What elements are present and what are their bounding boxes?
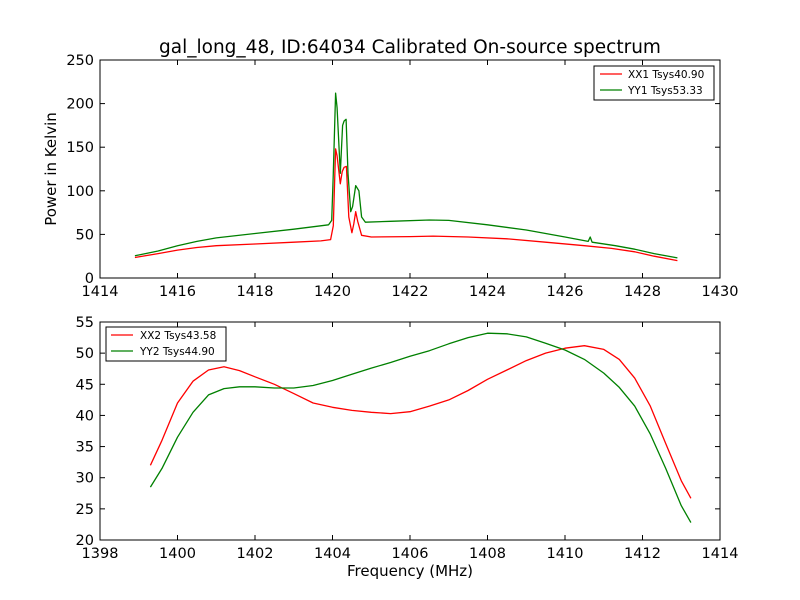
top-x-tick-label-5: 1424 bbox=[469, 284, 506, 300]
x-axis-label: Frequency (MHz) bbox=[347, 562, 473, 580]
top-axes-frame bbox=[99, 59, 721, 279]
bottom-legend-box bbox=[105, 326, 227, 362]
bottom-series-line-yy2 bbox=[149, 332, 692, 523]
top-series-line-xx1 bbox=[134, 148, 678, 262]
legend-label-yy1: YY1 Tsys53.33 bbox=[627, 85, 703, 97]
bottom-x-tick-label-2: 1402 bbox=[237, 546, 274, 562]
top-x-tick-label-4: 1422 bbox=[392, 284, 429, 300]
bottom-x-tick-label-1: 1400 bbox=[159, 546, 196, 562]
bottom-y-tick-label-7: 55 bbox=[76, 315, 94, 331]
legend-label-xx1: XX1 Tsys40.90 bbox=[628, 69, 704, 81]
top-x-tick-label-3: 1420 bbox=[314, 284, 351, 300]
bottom-series-group bbox=[149, 332, 692, 523]
bottom-legend: XX2 Tsys43.58 YY2 Tsys44.90 bbox=[105, 326, 227, 362]
bottom-y-tick-label-3: 35 bbox=[76, 440, 94, 456]
legend-label-xx2: XX2 Tsys43.58 bbox=[140, 330, 216, 342]
bottom-x-tick-label-4: 1406 bbox=[392, 546, 429, 562]
top-y-tick-label-4: 200 bbox=[66, 97, 94, 113]
y-axis-label: Power in Kelvin bbox=[42, 112, 60, 226]
top-x-tick-label-2: 1418 bbox=[237, 284, 274, 300]
bottom-x-tick-label-6: 1410 bbox=[547, 546, 584, 562]
top-axis-ticks: 1414 1416 1418 1420 1422 1424 1426 1428 1430 0 50 1… bbox=[66, 53, 738, 300]
bottom-y-tick-label-2: 30 bbox=[76, 471, 94, 487]
top-series-group bbox=[134, 92, 678, 262]
top-x-tick-label-1: 1416 bbox=[159, 284, 196, 300]
top-y-tick-label-2: 100 bbox=[66, 184, 94, 200]
bottom-y-tick-label-4: 40 bbox=[76, 408, 94, 424]
top-x-tick-label-0: 1414 bbox=[82, 284, 119, 300]
bottom-series-line-xx2 bbox=[149, 345, 692, 499]
bottom-x-tick-label-0: 1398 bbox=[82, 546, 119, 562]
bottom-x-tick-label-8: 1414 bbox=[702, 546, 739, 562]
bottom-y-tick-label-5: 45 bbox=[76, 377, 94, 393]
bottom-y-tick-label-0: 20 bbox=[76, 533, 94, 549]
top-legend: XX1 Tsys40.90 YY1 Tsys53.33 bbox=[593, 65, 715, 101]
bottom-x-tick-label-5: 1408 bbox=[469, 546, 506, 562]
top-y-tick-label-5: 250 bbox=[66, 53, 94, 69]
legend-label-yy2: YY2 Tsys44.90 bbox=[139, 346, 215, 358]
top-x-tick-label-8: 1430 bbox=[702, 284, 739, 300]
top-x-tick-label-7: 1428 bbox=[624, 284, 661, 300]
top-panel: gal_long_48, ID:64034 Calibrated On-sour… bbox=[42, 37, 738, 300]
top-x-tick-label-6: 1426 bbox=[547, 284, 584, 300]
bottom-x-tick-label-3: 1404 bbox=[314, 546, 351, 562]
bottom-y-tick-label-1: 25 bbox=[76, 502, 94, 518]
bottom-panel: Frequency (MHz) 1398 1400 1402 1404 1406 1408… bbox=[76, 315, 739, 580]
top-legend-box bbox=[593, 65, 715, 101]
bottom-axes-frame bbox=[99, 321, 721, 541]
top-series-line-yy1 bbox=[134, 92, 678, 259]
top-y-tick-label-1: 50 bbox=[76, 227, 94, 243]
bottom-axis-ticks: 1398 1400 1402 1404 1406 1408 1410 1412 1414 20 25… bbox=[76, 315, 739, 562]
bottom-y-tick-label-6: 50 bbox=[76, 346, 94, 362]
top-y-tick-label-3: 150 bbox=[66, 140, 94, 156]
top-y-tick-label-0: 0 bbox=[85, 271, 94, 287]
bottom-x-tick-label-7: 1412 bbox=[624, 546, 661, 562]
chart-title: gal_long_48, ID:64034 Calibrated On-sour… bbox=[159, 37, 661, 58]
